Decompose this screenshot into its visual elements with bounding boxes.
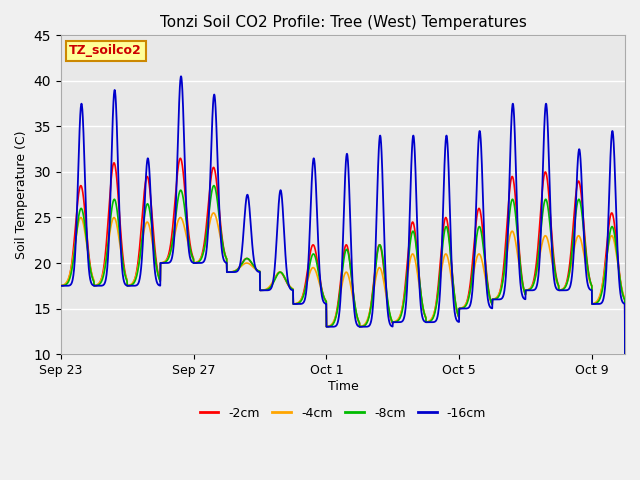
Title: Tonzi Soil CO2 Profile: Tree (West) Temperatures: Tonzi Soil CO2 Profile: Tree (West) Temp… [159,15,526,30]
Text: TZ_soilco2: TZ_soilco2 [69,45,142,58]
Legend: -2cm, -4cm, -8cm, -16cm: -2cm, -4cm, -8cm, -16cm [195,402,492,425]
Y-axis label: Soil Temperature (C): Soil Temperature (C) [15,131,28,259]
X-axis label: Time: Time [328,380,358,393]
